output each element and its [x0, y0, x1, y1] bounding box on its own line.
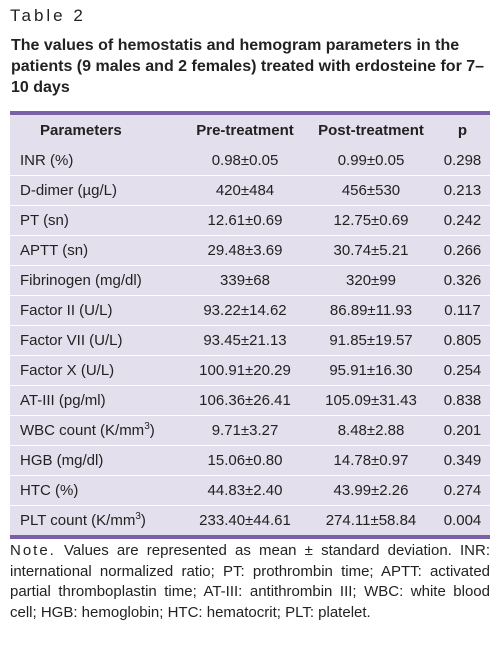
table-row: HTC (%) 44.83±2.40 43.99±2.26 0.274: [10, 475, 490, 505]
post-treatment-cell: 8.48±2.88: [337, 422, 405, 439]
note-text: Values are represented as mean ± standar…: [10, 542, 490, 621]
post-treatment-cell: 14.78±0.97: [333, 452, 409, 469]
table-row: PT (sn) 12.61±0.69 12.75±0.69 0.242: [10, 205, 490, 235]
pre-treatment-cell: 420±484: [215, 182, 275, 199]
pre-treatment-cell: 100.91±20.29: [199, 362, 291, 379]
table-row: INR (%) 0.98±0.05 0.99±0.05 0.298: [10, 145, 490, 175]
parameter-cell: HGB (mg/dl): [20, 452, 104, 469]
table-row: HGB (mg/dl) 15.06±0.80 14.78±0.97 0.349: [10, 445, 490, 475]
table-header-row: Parameters Pre-treatment Post-treatment …: [10, 115, 490, 145]
table-row: PLT count (K/mm3) 233.40±44.61 274.11±58.8…: [10, 505, 490, 535]
post-treatment-cell: 274.11±58.84: [325, 512, 417, 529]
p-value-cell: 0.213: [443, 182, 482, 199]
p-value-cell: 0.201: [443, 422, 482, 439]
pre-treatment-cell: 106.36±26.41: [199, 392, 291, 409]
table-row: WBC count (K/mm3) 9.71±3.27 8.48±2.88 0.201: [10, 415, 490, 445]
post-treatment-cell: 86.89±11.93: [329, 302, 413, 319]
header-post-treatment: Post-treatment: [318, 121, 424, 139]
p-value-cell: 0.266: [443, 242, 482, 259]
table-row: D-dimer (µg/L) 420±484 456±530 0.213: [10, 175, 490, 205]
pre-treatment-cell: 0.98±0.05: [211, 151, 279, 169]
p-value-cell: 0.298: [443, 151, 482, 169]
post-treatment-cell: 30.74±5.21: [333, 242, 409, 259]
pre-treatment-cell: 93.22±14.62: [203, 302, 287, 319]
table-row: Factor X (U/L) 100.91±20.29 95.91±16.30 0.2…: [10, 355, 490, 385]
pre-treatment-cell: 339±68: [220, 272, 270, 289]
parameter-cell: HTC (%): [20, 482, 79, 499]
p-value-cell: 0.838: [443, 392, 482, 409]
post-treatment-cell: 0.99±0.05: [337, 151, 405, 169]
p-value-cell: 0.254: [443, 362, 482, 379]
p-value-cell: 0.349: [443, 452, 482, 469]
pre-treatment-cell: 44.83±2.40: [207, 482, 283, 499]
table-body: INR (%) 0.98±0.05 0.99±0.05 0.298 D-dimer (µ…: [10, 145, 490, 535]
table-row: APTT (sn) 29.48±3.69 30.74±5.21 0.266: [10, 235, 490, 265]
pre-treatment-cell: 233.40±44.61: [199, 512, 291, 529]
p-value-cell: 0.004: [443, 512, 482, 529]
parameter-cell: PLT count (K/mm3): [20, 511, 146, 530]
parameter-cell: WBC count (K/mm3): [20, 421, 155, 440]
parameter-cell: Factor II (U/L): [20, 302, 113, 319]
post-treatment-cell: 320±99: [346, 272, 396, 289]
p-value-cell: 0.117: [444, 302, 481, 319]
table-note: Note. Values are represented as mean ± s…: [10, 541, 490, 623]
pre-treatment-cell: 15.06±0.80: [207, 452, 283, 469]
pre-treatment-cell: 12.61±0.69: [207, 212, 283, 229]
post-treatment-cell: 12.75±0.69: [333, 212, 409, 229]
table-row: AT-III (pg/ml) 106.36±26.41 105.09±31.43 0.…: [10, 385, 490, 415]
p-value-cell: 0.242: [443, 212, 482, 229]
parameter-cell: INR (%): [20, 151, 74, 169]
header-p-value: p: [457, 121, 468, 139]
p-value-cell: 0.274: [443, 482, 482, 499]
parameter-cell: D-dimer (µg/L): [20, 182, 117, 199]
parameter-cell: Fibrinogen (mg/dl): [20, 272, 142, 289]
table-title: The values of hemostatis and hemogram pa…: [11, 37, 485, 96]
table-row: Fibrinogen (mg/dl) 339±68 320±99 0.326: [10, 265, 490, 295]
note-label: Note.: [10, 542, 56, 559]
post-treatment-cell: 43.99±2.26: [333, 482, 409, 499]
parameter-cell: PT (sn): [20, 212, 69, 229]
parameter-cell: Factor X (U/L): [20, 362, 115, 379]
p-value-cell: 0.805: [443, 332, 482, 349]
table-number-label: Table 2: [10, 6, 86, 25]
pre-treatment-cell: 9.71±3.27: [211, 422, 279, 439]
table-row: Factor II (U/L) 93.22±14.62 86.89±11.93 0.1…: [10, 295, 490, 325]
pre-treatment-cell: 29.48±3.69: [207, 242, 283, 259]
table-row: Factor VII (U/L) 93.45±21.13 91.85±19.57 0.…: [10, 325, 490, 355]
parameter-cell: AT-III (pg/ml): [20, 392, 106, 409]
data-table: Parameters Pre-treatment Post-treatment …: [10, 111, 490, 539]
header-pre-treatment: Pre-treatment: [196, 121, 294, 139]
post-treatment-cell: 95.91±16.30: [329, 362, 413, 379]
header-parameters: Parameters: [40, 121, 122, 139]
post-treatment-cell: 91.85±19.57: [329, 332, 413, 349]
parameter-cell: Factor VII (U/L): [20, 332, 123, 349]
parameter-cell: APTT (sn): [20, 242, 89, 259]
post-treatment-cell: 456±530: [341, 182, 401, 199]
p-value-cell: 0.326: [443, 272, 482, 289]
post-treatment-cell: 105.09±31.43: [325, 392, 417, 409]
pre-treatment-cell: 93.45±21.13: [203, 332, 287, 349]
